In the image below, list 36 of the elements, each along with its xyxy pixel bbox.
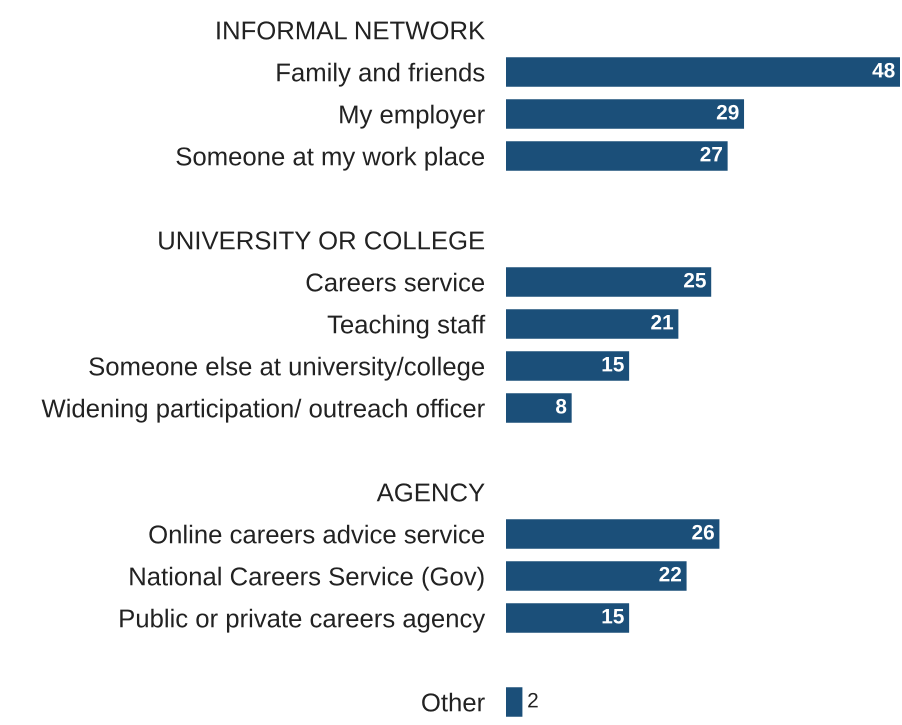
- bar: [506, 351, 630, 381]
- bar: [506, 309, 678, 339]
- bar: [506, 57, 900, 87]
- y-tick-label: AGENCY: [376, 483, 485, 502]
- bar: [506, 99, 744, 129]
- data-label: 48: [872, 62, 895, 78]
- data-label: 26: [692, 524, 714, 540]
- y-tick-label: Other: [422, 692, 485, 712]
- data-label: 15: [602, 609, 624, 624]
- bar: [506, 603, 630, 633]
- bar: [506, 267, 712, 297]
- data-label: 22: [659, 566, 682, 582]
- data-label: 29: [716, 104, 739, 120]
- data-label: 8: [556, 398, 566, 414]
- y-tick-label: Public or private careers agency: [120, 608, 486, 633]
- bar: [506, 141, 728, 171]
- bar: [506, 519, 720, 549]
- y-tick-label: Someone at my work place: [176, 146, 484, 171]
- data-label: 21: [651, 314, 674, 330]
- bar: [506, 561, 687, 591]
- y-tick-label: Someone else at university/college: [89, 356, 484, 381]
- y-tick-label: Family and friends: [277, 62, 484, 87]
- y-tick-label: National Careers Service (Gov): [130, 566, 484, 591]
- y-tick-label: INFORMAL NETWORK: [217, 21, 485, 40]
- data-label: 2: [528, 692, 538, 708]
- bar: [506, 393, 572, 423]
- y-tick-label: My employer: [340, 104, 485, 129]
- y-tick-label: UNIVERSITY OR COLLEGE: [159, 231, 484, 250]
- y-tick-label: Online careers advice service: [149, 524, 484, 544]
- bar: [506, 687, 522, 717]
- y-tick-label: Teaching staff: [328, 314, 486, 339]
- data-label: 15: [602, 357, 624, 372]
- data-label: 25: [684, 272, 706, 288]
- y-tick-label: Widening participation/ outreach officer: [42, 398, 485, 423]
- data-label: 27: [700, 146, 722, 162]
- y-tick-label: Careers service: [306, 272, 484, 292]
